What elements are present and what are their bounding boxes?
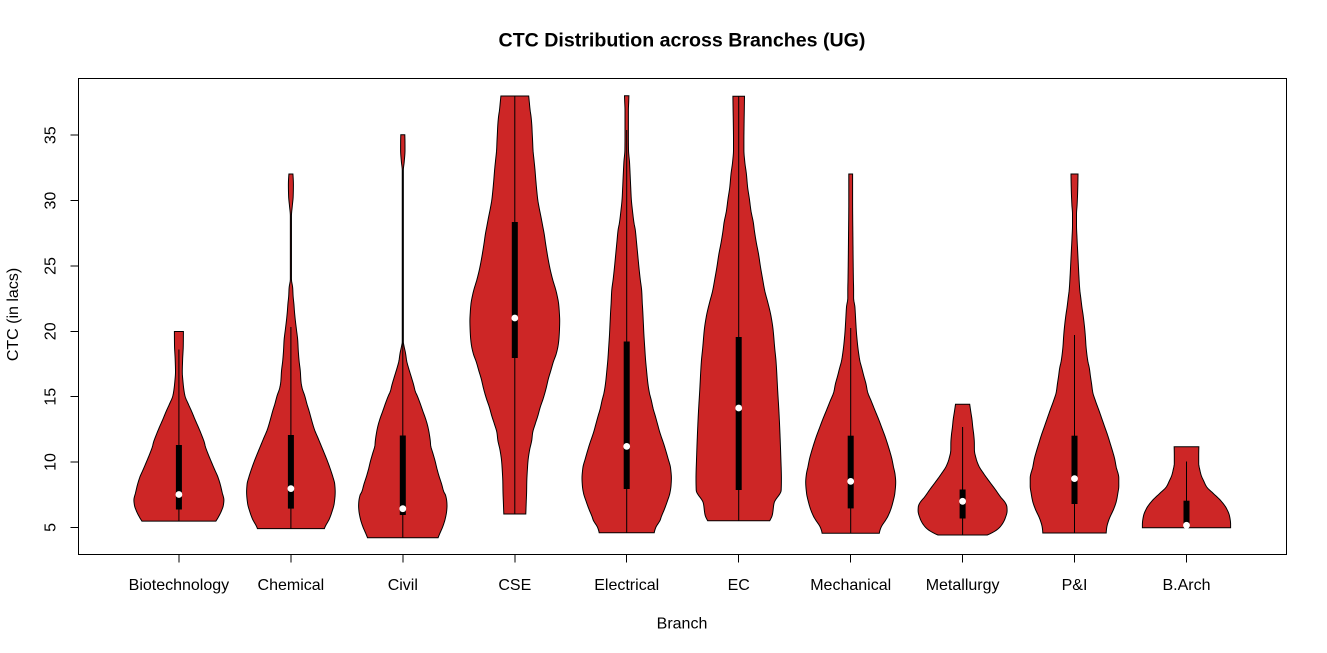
svg-text:5: 5	[43, 523, 60, 532]
svg-text:Electrical: Electrical	[594, 577, 659, 594]
svg-text:10: 10	[43, 453, 60, 471]
svg-text:20: 20	[43, 322, 60, 340]
svg-text:CSE: CSE	[498, 577, 531, 594]
svg-text:Chemical: Chemical	[258, 577, 325, 594]
svg-text:CTC (in lacs): CTC (in lacs)	[5, 268, 22, 361]
svg-text:35: 35	[43, 126, 60, 144]
svg-text:25: 25	[43, 257, 60, 275]
svg-text:CTC Distribution across Branch: CTC Distribution across Branches (UG)	[499, 30, 866, 52]
svg-text:P&I: P&I	[1062, 577, 1088, 594]
svg-text:Civil: Civil	[388, 577, 418, 594]
svg-text:15: 15	[43, 388, 60, 406]
svg-text:Biotechnology: Biotechnology	[129, 577, 230, 594]
svg-text:B.Arch: B.Arch	[1162, 577, 1210, 594]
svg-text:30: 30	[43, 192, 60, 210]
svg-text:Branch: Branch	[657, 615, 708, 632]
svg-text:Metallurgy: Metallurgy	[926, 577, 1000, 594]
svg-text:EC: EC	[728, 577, 750, 594]
svg-text:Mechanical: Mechanical	[810, 577, 891, 594]
